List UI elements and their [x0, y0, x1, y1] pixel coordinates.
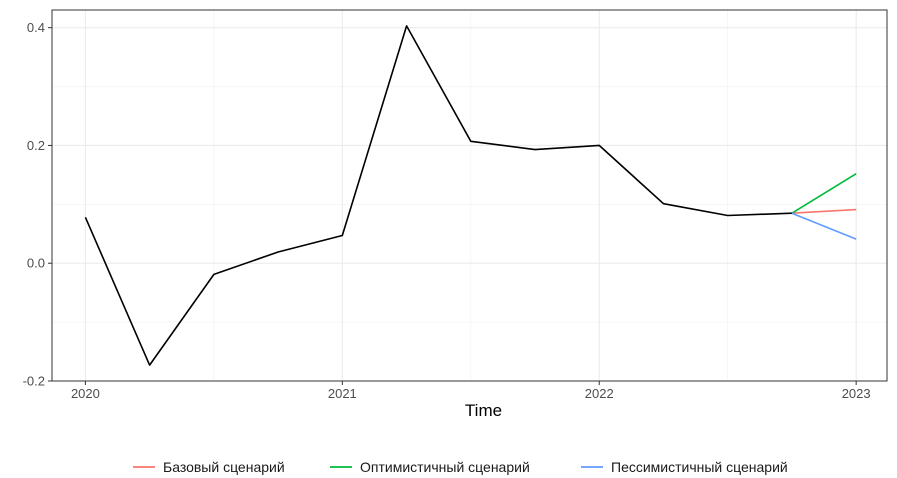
series-line [791, 173, 857, 214]
legend-item: Пессимистичный сценарий [581, 459, 788, 475]
y-tick-label: 0.4 [27, 20, 45, 35]
series-line [791, 208, 857, 214]
y-tick-label: 0.2 [27, 138, 45, 153]
history-line [84, 25, 792, 366]
x-tick-label: 2020 [71, 386, 100, 401]
legend-item: Оптимистичный сценарий [330, 459, 530, 475]
x-tick-label: 2021 [328, 386, 357, 401]
plot-panel-border [51, 9, 888, 382]
y-tick-label: 0.0 [27, 256, 45, 271]
series-line [791, 212, 857, 240]
series-lines [84, 25, 857, 366]
x-tick-label: 2023 [842, 386, 871, 401]
legend: Базовый сценарий Оптимистичный сценарий Пе… [133, 459, 788, 475]
legend-label: Оптимистичный сценарий [360, 459, 530, 475]
legend-label: Пессимистичный сценарий [611, 459, 788, 475]
y-tick-label: -0.2 [23, 374, 45, 389]
axis-ticks: 2020 2021 2022 2023 -0.2 0.0 0.2 0.4 [23, 20, 871, 401]
x-axis-title: Time [465, 401, 502, 420]
x-tick-label: 2022 [585, 386, 614, 401]
legend-item: Базовый сценарий [133, 459, 285, 475]
legend-label: Базовый сценарий [163, 459, 285, 475]
